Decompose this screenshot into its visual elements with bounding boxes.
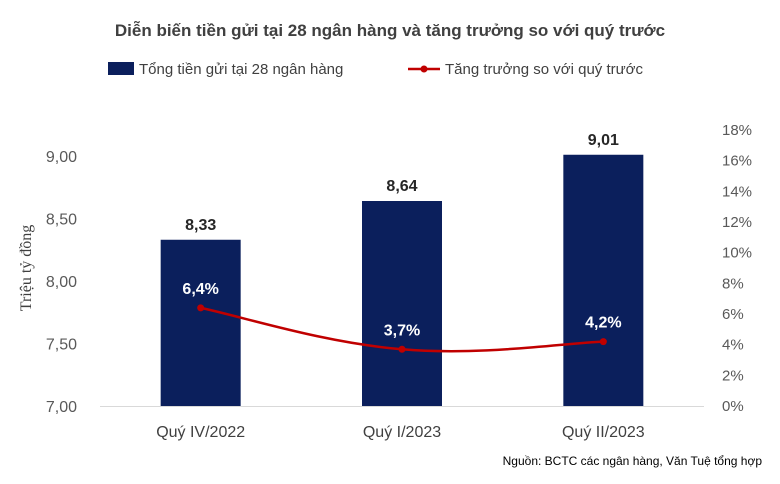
y-tick-label: 8,50 bbox=[46, 212, 77, 229]
source-note: Nguồn: BCTC các ngân hàng, Văn Tuệ tổng … bbox=[503, 454, 763, 468]
legend-bar-swatch bbox=[108, 62, 134, 75]
line-series-group bbox=[197, 304, 607, 353]
y2-tick-label: 4% bbox=[722, 337, 744, 354]
y2-tick-label: 10% bbox=[722, 245, 752, 262]
y-tick-label: 8,00 bbox=[46, 274, 77, 291]
x-category-label: Quý IV/2022 bbox=[156, 424, 245, 441]
x-category-label: Quý II/2023 bbox=[562, 424, 645, 441]
right-axis-ticks: 0% 2% 4% 6% 8% 10% 12% 14% 16% 18% bbox=[722, 122, 752, 415]
bar bbox=[160, 239, 241, 406]
bars-group bbox=[160, 154, 644, 406]
category-labels-group: Quý IV/2022 Quý I/2023 Quý II/2023 bbox=[156, 424, 645, 441]
bar-labels-group: 8,33 8,64 9,01 bbox=[185, 132, 619, 234]
growth-value-label: 6,4% bbox=[182, 281, 218, 298]
line-labels-group: 6,4% 3,7% 4,2% bbox=[182, 281, 621, 339]
bar-value-label: 8,64 bbox=[386, 178, 417, 195]
y-axis-title: Triệu tỷ đồng bbox=[18, 225, 35, 312]
growth-point bbox=[398, 345, 406, 353]
chart-title: Diễn biến tiền gửi tại 28 ngân hàng và t… bbox=[115, 21, 665, 40]
growth-point bbox=[197, 304, 205, 312]
y2-tick-label: 18% bbox=[722, 122, 752, 139]
y2-tick-label: 12% bbox=[722, 214, 752, 231]
bar bbox=[362, 201, 442, 406]
bar-value-label: 9,01 bbox=[588, 132, 619, 149]
y2-tick-label: 6% bbox=[722, 306, 744, 323]
growth-value-label: 4,2% bbox=[585, 315, 621, 332]
legend-line-label: Tăng trưởng so với quý trước bbox=[445, 61, 643, 78]
bar-value-label: 8,33 bbox=[185, 217, 216, 234]
bar bbox=[563, 154, 644, 406]
growth-value-label: 3,7% bbox=[384, 322, 420, 339]
growth-point bbox=[599, 338, 607, 346]
y2-tick-label: 14% bbox=[722, 183, 752, 200]
y-tick-label: 7,50 bbox=[46, 337, 77, 354]
y2-tick-label: 2% bbox=[722, 367, 744, 384]
y-tick-label: 9,00 bbox=[46, 149, 77, 166]
y2-tick-label: 16% bbox=[722, 153, 752, 170]
y2-tick-label: 8% bbox=[722, 275, 744, 292]
legend-line-marker bbox=[420, 65, 428, 73]
left-axis-ticks: 7,00 7,50 8,00 8,50 9,00 bbox=[46, 149, 77, 416]
y2-tick-label: 0% bbox=[722, 398, 744, 415]
y-tick-label: 7,00 bbox=[46, 399, 77, 416]
legend: Tổng tiền gửi tại 28 ngân hàng Tăng trưở… bbox=[108, 61, 643, 78]
x-category-label: Quý I/2023 bbox=[363, 424, 441, 441]
legend-bar-label: Tổng tiền gửi tại 28 ngân hàng bbox=[139, 61, 343, 78]
